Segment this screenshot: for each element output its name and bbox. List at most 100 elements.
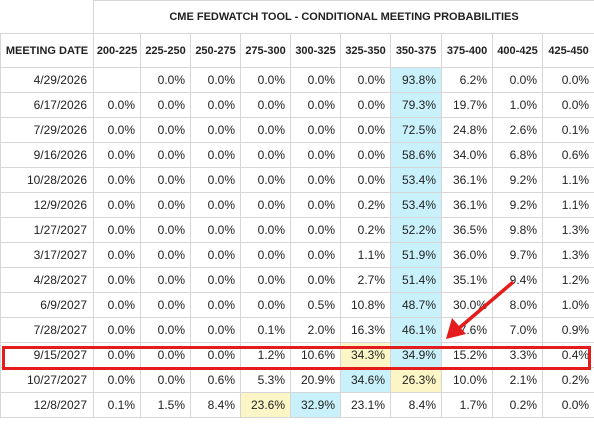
probability-cell: 0.2% <box>541 367 594 393</box>
table-row: 9/16/2026 0.0% 0.0% 0.0% 0.0% 0.0% 0.0% 58.6% 34… <box>0 142 594 168</box>
probability-cell: 9.4% <box>492 267 543 293</box>
probability-cell: 0.0% <box>93 92 141 118</box>
probability-cell: 0.0% <box>140 292 191 318</box>
probability-cell: 53.4% <box>390 192 442 218</box>
probability-cell: 0.0% <box>190 317 241 343</box>
probability-cell: 0.0% <box>541 392 594 418</box>
table-row: 10/28/2026 0.0% 0.0% 0.0% 0.0% 0.0% 0.0% 53.4% 3… <box>0 167 594 193</box>
meeting-date-header: MEETING DATE <box>0 33 94 68</box>
probability-cell: 0.1% <box>240 317 291 343</box>
meeting-date-cell: 6/17/2026 <box>0 92 94 118</box>
table-row: 10/27/2027 0.0% 0.0% 0.6% 5.3% 20.9% 34.6% 26.3… <box>0 367 594 393</box>
probability-cell: 0.0% <box>240 242 291 268</box>
range-header: 275-300 <box>240 33 291 68</box>
corner-blank <box>0 0 94 34</box>
probability-cell: 0.0% <box>93 317 141 343</box>
probability-cell: 0.0% <box>140 117 191 143</box>
probability-cell: 0.4% <box>541 342 594 368</box>
probability-cell: 0.0% <box>140 317 191 343</box>
probability-cell: 0.0% <box>240 67 291 93</box>
probability-cell: 1.2% <box>541 267 594 293</box>
probability-cell: 0.0% <box>93 242 141 268</box>
probability-cell: 1.1% <box>541 167 594 193</box>
probability-cell: 0.0% <box>190 142 241 168</box>
probability-cell: 51.4% <box>390 267 442 293</box>
probability-cell: 10.6% <box>290 342 341 368</box>
probability-cell: 53.4% <box>390 167 442 193</box>
probability-cell: 36.5% <box>441 217 493 243</box>
probability-cell: 0.0% <box>290 267 341 293</box>
probability-cell: 48.7% <box>390 292 442 318</box>
probability-cell: 27.6% <box>441 317 493 343</box>
probability-cell: 0.0% <box>93 167 141 193</box>
range-header: 250-275 <box>190 33 241 68</box>
probability-cell: 58.6% <box>390 142 442 168</box>
probability-cell: 0.0% <box>240 217 291 243</box>
probability-cell: 16.3% <box>340 317 391 343</box>
probability-cell: 1.2% <box>240 342 291 368</box>
range-header: 425-450 <box>541 33 594 68</box>
probability-cell: 0.0% <box>140 192 191 218</box>
probability-cell: 0.0% <box>340 167 391 193</box>
probability-cell: 2.0% <box>290 317 341 343</box>
table-title: CME FEDWATCH TOOL - CONDITIONAL MEETING … <box>92 0 594 34</box>
probability-cell: 6.8% <box>492 142 543 168</box>
probability-cell: 2.1% <box>492 367 543 393</box>
table-row: 4/29/2026 0.0% 0.0% 0.0% 0.0% 0.0% 93.8% 6.2% 0.… <box>0 67 594 93</box>
table-row: 6/9/2027 0.0% 0.0% 0.0% 0.0% 0.5% 10.8% 48.7% 30… <box>0 292 594 318</box>
probability-cell: 23.6% <box>240 392 291 418</box>
probability-cell: 8.4% <box>390 392 442 418</box>
meeting-date-cell: 4/29/2026 <box>0 67 94 93</box>
table-row: 9/15/2027 0.0% 0.0% 0.0% 1.2% 10.6% 34.3% 34.9%… <box>0 342 594 368</box>
probability-cell: 0.0% <box>190 67 241 93</box>
meeting-date-cell: 10/27/2027 <box>0 367 94 393</box>
probability-cell: 1.3% <box>541 242 594 268</box>
probability-cell: 0.0% <box>93 292 141 318</box>
probability-cell: 35.1% <box>441 267 493 293</box>
range-header: 400-425 <box>492 33 543 68</box>
range-header: 350-375 <box>390 33 442 68</box>
probability-cell: 0.0% <box>290 242 341 268</box>
range-header: 325-350 <box>340 33 391 68</box>
table-row: 1/27/2027 0.0% 0.0% 0.0% 0.0% 0.0% 0.2% 52.2% 36… <box>0 217 594 243</box>
probability-cell: 9.2% <box>492 167 543 193</box>
probability-cell: 0.0% <box>140 167 191 193</box>
probability-cell: 1.0% <box>541 292 594 318</box>
meeting-date-cell: 9/16/2026 <box>0 142 94 168</box>
probability-cell: 46.1% <box>390 317 442 343</box>
probability-cell: 0.0% <box>190 292 241 318</box>
probability-cell: 6.2% <box>441 67 493 93</box>
table-row: 6/17/2026 0.0% 0.0% 0.0% 0.0% 0.0% 0.0% 79.3% 19… <box>0 92 594 118</box>
probability-cell: 2.6% <box>492 117 543 143</box>
range-header: 375-400 <box>441 33 493 68</box>
probability-cell: 0.9% <box>541 317 594 343</box>
probability-cell: 7.0% <box>492 317 543 343</box>
probability-cell: 10.8% <box>340 292 391 318</box>
meeting-date-cell: 7/28/2027 <box>0 317 94 343</box>
probability-cell: 0.0% <box>93 267 141 293</box>
probability-cell: 0.6% <box>541 142 594 168</box>
probability-cell: 0.0% <box>340 142 391 168</box>
probability-cell: 23.1% <box>340 392 391 418</box>
probability-cell: 0.0% <box>93 217 141 243</box>
probability-cell: 0.0% <box>240 292 291 318</box>
probability-cell: 15.2% <box>441 342 493 368</box>
probability-cell: 0.0% <box>290 67 341 93</box>
probability-cell <box>93 67 141 93</box>
meeting-date-cell: 12/9/2026 <box>0 192 94 218</box>
probability-cell: 0.0% <box>93 342 141 368</box>
probability-cell: 30.0% <box>441 292 493 318</box>
range-header: 200-225 <box>93 33 141 68</box>
probability-cell: 0.0% <box>240 267 291 293</box>
meeting-date-cell: 1/27/2027 <box>0 217 94 243</box>
probability-cell: 0.0% <box>240 117 291 143</box>
probability-cell: 0.0% <box>140 217 191 243</box>
probability-cell: 36.0% <box>441 242 493 268</box>
table-row: 7/29/2026 0.0% 0.0% 0.0% 0.0% 0.0% 0.0% 72.5% 24… <box>0 117 594 143</box>
probability-cell: 0.0% <box>190 92 241 118</box>
meeting-date-cell: 4/28/2027 <box>0 267 94 293</box>
probability-cell: 0.0% <box>140 342 191 368</box>
meeting-date-cell: 10/28/2026 <box>0 167 94 193</box>
probability-cell: 0.0% <box>140 367 191 393</box>
probability-cell: 0.0% <box>240 192 291 218</box>
